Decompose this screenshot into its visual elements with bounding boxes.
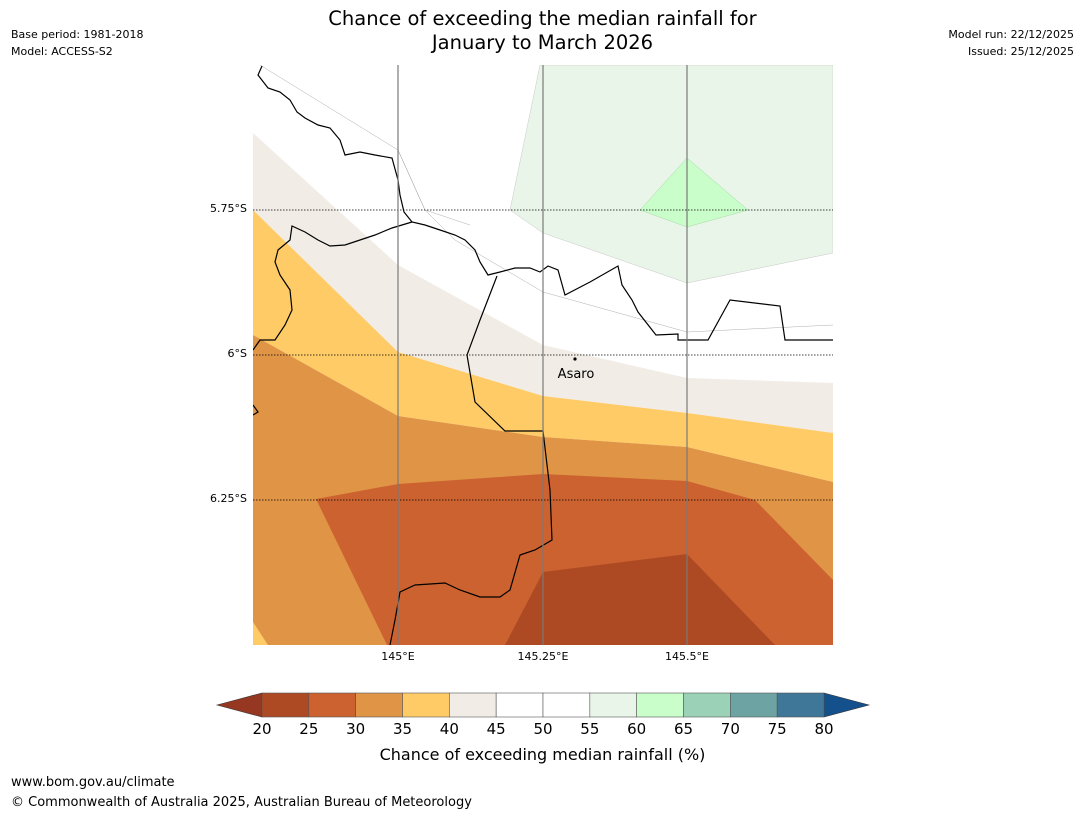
colorbar-tick-label: 20 bbox=[252, 720, 272, 738]
lat-label-5-75: 5.75°S bbox=[210, 202, 247, 215]
asaro-label: Asaro bbox=[558, 367, 595, 382]
colorbar-over-arrow bbox=[823, 692, 871, 718]
colorbar-tick-label: 60 bbox=[627, 720, 647, 738]
colorbar-under-arrow bbox=[215, 692, 263, 718]
coastline-west bbox=[253, 221, 413, 351]
lon-label-145-25: 145.25°E bbox=[517, 650, 569, 663]
province-boundary bbox=[389, 275, 553, 645]
asaro-marker bbox=[573, 357, 577, 361]
colorbar-tick-label: 45 bbox=[486, 720, 506, 738]
coastline-north bbox=[257, 65, 833, 341]
contour-20-25 bbox=[505, 554, 775, 645]
contour-35-40-corner bbox=[253, 622, 268, 645]
run-info: Model run: 22/12/2025 Issued: 25/12/2025 bbox=[948, 26, 1074, 60]
base-period: Base period: 1981-2018 bbox=[11, 28, 144, 41]
colorbar-segment bbox=[449, 692, 497, 718]
colorbar-tick-label: 75 bbox=[767, 720, 787, 738]
colorbar-tick-label: 70 bbox=[720, 720, 740, 738]
colorbar-tick-label: 40 bbox=[439, 720, 459, 738]
colorbar-segment bbox=[261, 692, 310, 718]
title-line-2: January to March 2026 bbox=[431, 31, 654, 54]
lat-label-6-25: 6.25°S bbox=[210, 492, 247, 505]
lat-label-6: 6°S bbox=[227, 347, 247, 360]
map-area: Asaro bbox=[253, 65, 833, 645]
model-run-date: Model run: 22/12/2025 bbox=[948, 28, 1074, 41]
model-info: Base period: 1981-2018 Model: ACCESS-S2 bbox=[11, 26, 143, 60]
issued-date: Issued: 25/12/2025 bbox=[967, 45, 1074, 58]
colorbar-title: Chance of exceeding median rainfall (%) bbox=[379, 745, 706, 764]
footer-url[interactable]: www.bom.gov.au/climate bbox=[11, 775, 175, 790]
colorbar-segment bbox=[308, 692, 356, 718]
colorbar-tick-label: 55 bbox=[580, 720, 600, 738]
lon-label-145-5: 145.5°E bbox=[665, 650, 709, 663]
colorbar-tick-label: 80 bbox=[814, 720, 834, 738]
colorbar bbox=[215, 692, 871, 718]
map-title: Chance of exceeding the median rainfall … bbox=[0, 7, 1085, 55]
colorbar-segment bbox=[589, 692, 637, 718]
lon-label-145: 145°E bbox=[381, 650, 415, 663]
colorbar-segment bbox=[542, 692, 591, 718]
colorbar-segment bbox=[730, 692, 778, 718]
model-name: Model: ACCESS-S2 bbox=[11, 45, 113, 58]
colorbar-segment bbox=[355, 692, 403, 718]
colorbar-tick-label: 30 bbox=[346, 720, 366, 738]
colorbar-segment bbox=[636, 692, 684, 718]
title-line-1: Chance of exceeding the median rainfall … bbox=[328, 7, 757, 30]
colorbar-segment bbox=[683, 692, 731, 718]
colorbar-tick-label: 65 bbox=[673, 720, 694, 738]
coastline-fragment bbox=[253, 404, 259, 416]
colorbar-segment bbox=[402, 692, 450, 718]
colorbar-segment bbox=[495, 692, 544, 718]
colorbar-tick-label: 35 bbox=[392, 720, 413, 738]
footer-copyright: © Commonwealth of Australia 2025, Austra… bbox=[11, 795, 472, 810]
colorbar-tick-label: 50 bbox=[533, 720, 553, 738]
colorbar-segment bbox=[776, 692, 825, 718]
colorbar-tick-label: 25 bbox=[299, 720, 319, 738]
